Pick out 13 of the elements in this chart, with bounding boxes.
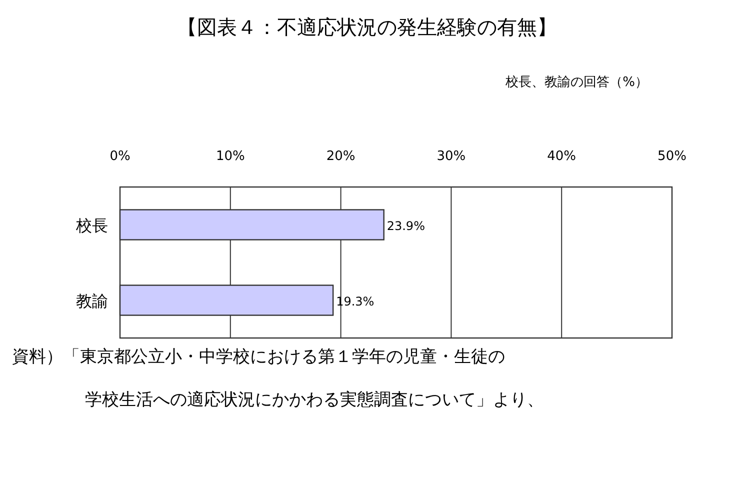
xtick: 20% [326, 149, 356, 164]
subtitle: 校長、教諭の回答（%） [506, 75, 648, 90]
xtick: 30% [436, 149, 466, 164]
xtick: 10% [216, 149, 245, 164]
xtick: 0% [110, 149, 130, 164]
xtick: 40% [547, 149, 576, 164]
annotation: 資料）「東京都公立小・中学校における第１学年の児童・生徒の [12, 347, 505, 367]
xtick: 50% [658, 149, 686, 164]
value-label: 23.9% [386, 218, 425, 233]
category: 教諭 [76, 291, 108, 310]
title: 【図表４：不適応状況の発生経験の有無】 [177, 15, 557, 39]
category: 校長 [76, 216, 108, 235]
annotation: 学校生活への適応状況にかかわる実態調査について」より、 [85, 390, 544, 410]
